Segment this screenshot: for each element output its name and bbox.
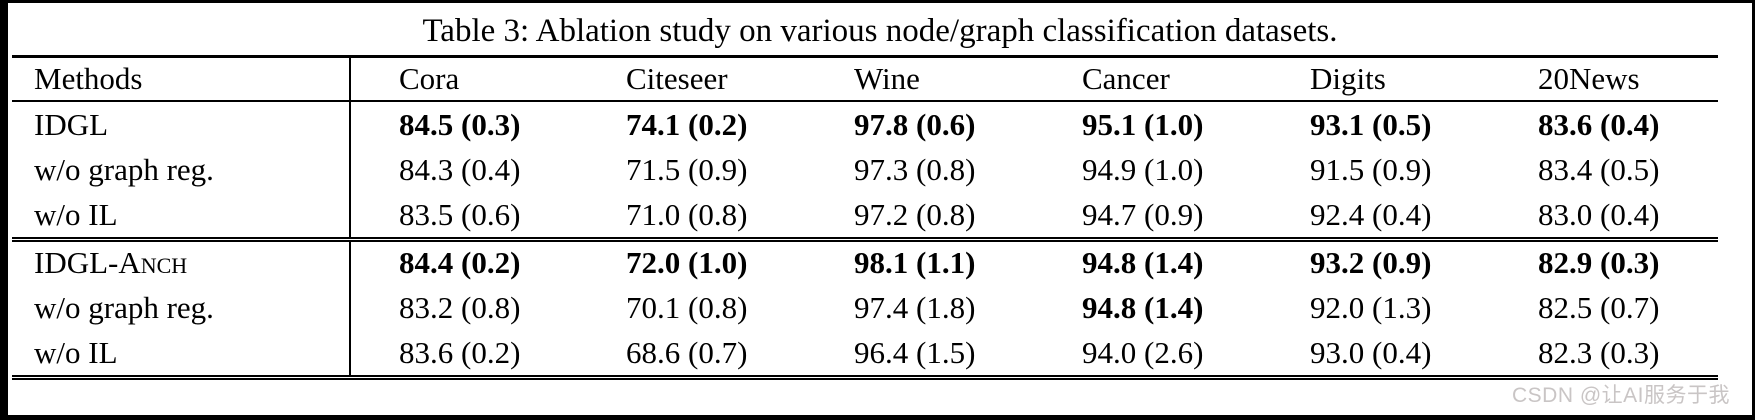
value-cell: 83.5 (0.6) [350, 193, 578, 242]
value-cell: 82.3 (0.3) [1538, 334, 1660, 370]
column-header-wine: Wine [806, 56, 1034, 102]
value-cell: 93.0 (0.4) [1310, 334, 1432, 370]
value-cell: 71.0 (0.8) [578, 193, 806, 242]
table-caption: Table 3: Ablation study on various node/… [422, 13, 1338, 49]
table-row-idgl-wo-graph-reg: w/o graph reg. 84.3 (0.4) 71.5 (0.9) 97.… [12, 147, 1718, 193]
value-cell: 97.4 (1.8) [854, 290, 976, 325]
value-cell: 96.4 (1.5) [854, 334, 976, 370]
column-header-cancer: Cancer [1034, 56, 1262, 102]
value-cell: 83.4 (0.5) [1538, 152, 1660, 187]
value-cell: 94.9 (1.0) [1082, 152, 1204, 187]
value-cell: 74.1 (0.2) [626, 106, 748, 142]
value-cell: 83.0 (0.4) [1490, 193, 1718, 242]
column-header-methods: Methods [12, 56, 351, 102]
table-row-idgl-anch: IDGL-Anch 84.4 (0.2) 72.0 (1.0) 98.1 (1.… [12, 239, 1718, 285]
table-row-anch-wo-il: w/o IL 83.6 (0.2) 68.6 (0.7) 96.4 (1.5) … [12, 331, 1718, 377]
value-cell: 94.8 (1.4) [1082, 290, 1204, 325]
value-cell: 97.8 (0.6) [854, 106, 976, 142]
value-cell: 82.9 (0.3) [1538, 245, 1660, 281]
column-header-digits: Digits [1262, 56, 1490, 102]
method-label: w/o graph reg. [12, 147, 351, 193]
value-cell: 83.2 (0.8) [399, 290, 521, 325]
value-cell: 98.1 (1.1) [854, 245, 976, 281]
table-row-idgl-wo-il: w/o IL 83.5 (0.6) 71.0 (0.8) 97.2 (0.8) … [12, 193, 1718, 242]
value-cell: 91.5 (0.9) [1310, 152, 1432, 187]
value-cell: 93.1 (0.5) [1310, 106, 1432, 142]
value-cell: 84.5 (0.3) [399, 106, 521, 142]
value-cell: 94.7 (0.9) [1034, 193, 1262, 242]
value-cell: 92.4 (0.4) [1262, 193, 1490, 242]
table-body: IDGL 84.5 (0.3) 74.1 (0.2) 97.8 (0.6) 95… [12, 101, 1718, 377]
value-cell: 71.5 (0.9) [626, 152, 748, 187]
value-cell: 97.2 (0.8) [806, 193, 1034, 242]
value-cell: 70.1 (0.8) [626, 290, 748, 325]
header-row: Methods Cora Citeseer Wine Cancer Digits… [12, 56, 1718, 102]
value-cell: 68.6 (0.7) [626, 334, 748, 370]
value-cell: 94.8 (1.4) [1082, 245, 1204, 281]
table-row-anch-wo-graph-reg: w/o graph reg. 83.2 (0.8) 70.1 (0.8) 97.… [12, 285, 1718, 331]
method-label: IDGL-Anch [12, 239, 351, 285]
method-label: w/o IL [12, 331, 351, 377]
method-label: IDGL [12, 101, 351, 147]
value-cell: 84.3 (0.4) [399, 152, 521, 187]
method-label: w/o IL [12, 193, 351, 242]
ablation-table: Methods Cora Citeseer Wine Cancer Digits… [12, 55, 1718, 380]
value-cell: 83.6 (0.2) [399, 334, 521, 370]
value-cell: 93.2 (0.9) [1310, 245, 1432, 281]
value-cell: 95.1 (1.0) [1082, 106, 1204, 142]
column-header-citeseer: Citeseer [578, 56, 806, 102]
value-cell: 83.6 (0.4) [1538, 106, 1660, 142]
value-cell: 72.0 (1.0) [626, 245, 748, 281]
csdn-watermark: CSDN @让AI服务于我 [1512, 384, 1730, 407]
table-header: Methods Cora Citeseer Wine Cancer Digits… [12, 56, 1718, 102]
column-header-cora: Cora [350, 56, 578, 102]
value-cell: 94.0 (2.6) [1082, 334, 1204, 370]
value-cell: 84.4 (0.2) [399, 245, 521, 281]
value-cell: 82.5 (0.7) [1538, 290, 1660, 325]
value-cell: 97.3 (0.8) [854, 152, 976, 187]
value-cell: 92.0 (1.3) [1310, 290, 1432, 325]
table-row-idgl: IDGL 84.5 (0.3) 74.1 (0.2) 97.8 (0.6) 95… [12, 101, 1718, 147]
column-header-20news: 20News [1490, 56, 1718, 102]
method-label: w/o graph reg. [12, 285, 351, 331]
